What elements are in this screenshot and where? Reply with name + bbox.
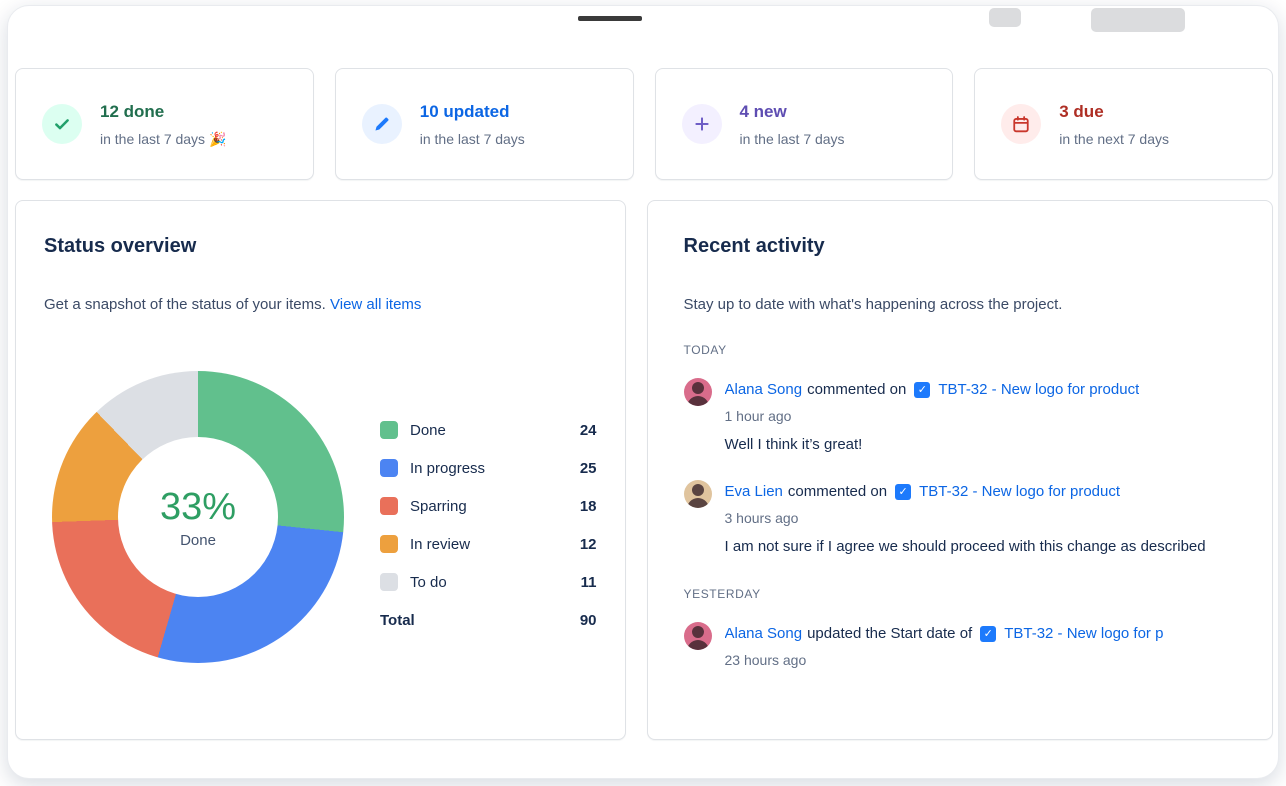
stat-title: 3 due bbox=[1059, 102, 1104, 121]
legend-total-label: Total bbox=[380, 611, 415, 629]
activity-action: commented on bbox=[787, 483, 888, 500]
activity-time: 3 hours ago bbox=[724, 510, 799, 526]
avatar-alana-song bbox=[683, 378, 712, 406]
calendar-icon bbox=[1001, 104, 1042, 144]
activity-entry: Alana Song updated the Start date of ✓ T… bbox=[683, 622, 1237, 668]
legend-label: To do bbox=[410, 573, 447, 591]
activity-action: commented on bbox=[807, 381, 907, 398]
activity-summary: Alana Song commented on ✓ TBT-32 - New l… bbox=[725, 381, 1140, 398]
avatar-eva-lien bbox=[683, 480, 712, 508]
stat-title: 10 updated bbox=[419, 102, 510, 121]
legend-item-done: Done 24 bbox=[380, 411, 597, 449]
legend-total-row: Total 90 bbox=[380, 601, 597, 639]
stat-subtitle: in the last 7 days bbox=[739, 131, 845, 147]
stat-card-due[interactable]: 3 due in the next 7 days bbox=[974, 68, 1273, 180]
activity-summary: Eva Lien commented on ✓ TBT-32 - New log… bbox=[725, 483, 1206, 500]
legend-item-sparring: Sparring 18 bbox=[380, 487, 597, 525]
activity-summary: Alana Song updated the Start date of ✓ T… bbox=[725, 625, 1164, 642]
check-icon bbox=[42, 104, 82, 144]
legend-value: 24 bbox=[579, 421, 597, 439]
stat-subtitle: in the last 7 days 🎉 bbox=[100, 130, 227, 147]
view-all-items-link[interactable]: View all items bbox=[330, 296, 422, 313]
task-type-icon: ✓ bbox=[895, 483, 912, 500]
legend-label: In progress bbox=[410, 459, 486, 477]
legend-item-in-progress: In progress 25 bbox=[380, 449, 597, 487]
status-donut-chart[interactable]: 33% Done bbox=[52, 371, 344, 663]
legend-value: 25 bbox=[579, 459, 597, 477]
user-link[interactable]: Eva Lien bbox=[724, 483, 783, 500]
donut-percent: 33% bbox=[159, 485, 237, 528]
status-overview-subtitle-text: Get a snapshot of the status of your ite… bbox=[44, 296, 326, 313]
stat-title: 4 new bbox=[739, 102, 787, 121]
stat-card-done[interactable]: 12 done in the last 7 days 🎉 bbox=[15, 68, 314, 180]
activity-group-label-yesterday: YESTERDAY bbox=[683, 587, 761, 601]
cropped-header-artifact bbox=[1091, 8, 1185, 32]
legend-label: In review bbox=[410, 535, 471, 553]
plus-icon bbox=[681, 104, 722, 144]
legend-item-in-review: In review 12 bbox=[380, 525, 597, 563]
stat-title: 12 done bbox=[100, 101, 165, 121]
activity-entry: Eva Lien commented on ✓ TBT-32 - New log… bbox=[683, 480, 1237, 557]
legend-swatch-to-do bbox=[380, 573, 398, 591]
task-type-icon: ✓ bbox=[980, 625, 997, 642]
activity-comment: I am not sure if I agree we should proce… bbox=[724, 538, 1206, 555]
stat-card-new[interactable]: 4 new in the last 7 days bbox=[654, 68, 954, 180]
task-type-icon: ✓ bbox=[914, 381, 931, 398]
activity-group-label-today: TODAY bbox=[683, 343, 727, 357]
dashboard-window: 12 done in the last 7 days 🎉 10 updated … bbox=[7, 5, 1279, 779]
item-link[interactable]: TBT-32 - New logo for product bbox=[919, 483, 1121, 500]
legend-label: Done bbox=[410, 421, 446, 439]
legend-swatch-done bbox=[380, 421, 398, 439]
user-link[interactable]: Alana Song bbox=[724, 625, 803, 642]
item-link[interactable]: TBT-32 - New logo for p bbox=[1004, 625, 1164, 642]
activity-entry: Alana Song commented on ✓ TBT-32 - New l… bbox=[683, 378, 1237, 455]
legend-swatch-sparring bbox=[380, 497, 398, 515]
donut-hole bbox=[118, 437, 278, 597]
stat-subtitle: in the next 7 days bbox=[1059, 131, 1169, 147]
activity-time: 1 hour ago bbox=[724, 408, 792, 424]
stat-subtitle: in the last 7 days bbox=[419, 131, 525, 147]
stat-card-updated[interactable]: 10 updated in the last 7 days bbox=[334, 68, 634, 180]
legend-total-value: 90 bbox=[579, 611, 597, 629]
avatar-alana-song bbox=[683, 622, 712, 650]
donut-center-label: 33% Done bbox=[52, 371, 344, 663]
status-chart-area: 33% Done Done 24 In progress 25 bbox=[44, 371, 597, 663]
recent-activity-title: Recent activity bbox=[683, 235, 825, 257]
status-overview-subtitle: Get a snapshot of the status of your ite… bbox=[44, 296, 597, 313]
legend-swatch-in-review bbox=[380, 535, 398, 553]
donut-caption: Done bbox=[180, 531, 216, 549]
status-overview-panel: Status overview Get a snapshot of the st… bbox=[15, 200, 626, 740]
status-legend: Done 24 In progress 25 Sparring 18 bbox=[380, 411, 597, 639]
summary-cards-row: 12 done in the last 7 days 🎉 10 updated … bbox=[15, 68, 1273, 180]
activity-time: 23 hours ago bbox=[724, 652, 807, 668]
legend-value: 12 bbox=[579, 535, 597, 553]
recent-activity-panel: Recent activity Stay up to date with wha… bbox=[646, 200, 1273, 740]
edit-icon bbox=[361, 104, 402, 144]
legend-label: Sparring bbox=[410, 497, 467, 515]
activity-action: updated the Start date of bbox=[807, 625, 973, 642]
legend-value: 11 bbox=[580, 573, 597, 591]
main-panels-row: Status overview Get a snapshot of the st… bbox=[15, 200, 1273, 740]
legend-item-to-do: To do 11 bbox=[380, 563, 597, 601]
status-overview-title: Status overview bbox=[44, 235, 197, 257]
legend-value: 18 bbox=[579, 497, 597, 515]
activity-comment: Well I think it’s great! bbox=[724, 436, 863, 453]
cropped-header-artifact bbox=[578, 16, 642, 21]
item-link[interactable]: TBT-32 - New logo for product bbox=[938, 381, 1140, 398]
recent-activity-subtitle: Stay up to date with what's happening ac… bbox=[683, 296, 1063, 313]
user-link[interactable]: Alana Song bbox=[724, 381, 803, 398]
cropped-header-artifact bbox=[989, 8, 1021, 27]
legend-swatch-in-progress bbox=[380, 459, 398, 477]
